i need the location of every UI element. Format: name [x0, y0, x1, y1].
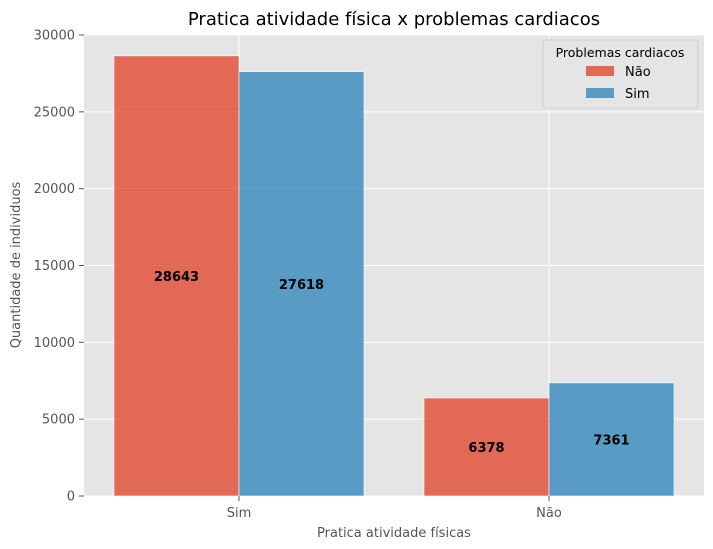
bar-sim-sim	[238, 71, 365, 497]
legend: Problemas cardiacos Não Sim	[542, 39, 699, 109]
bar-não-sim	[548, 382, 675, 497]
bar-value-labels: 28643 6378 27618 7361	[154, 270, 630, 456]
x-tick-label: Sim	[227, 506, 252, 521]
x-tick-label: Não	[536, 506, 562, 521]
legend-box	[542, 39, 699, 109]
bar-value-label: 6378	[468, 441, 504, 456]
x-axis-label: Pratica atividade físicas	[317, 526, 471, 541]
x-axis-ticks: Sim Não	[227, 496, 562, 521]
legend-title: Problemas cardiacos	[556, 45, 685, 60]
bars	[113, 55, 675, 497]
y-tick-label: 30000	[34, 29, 75, 44]
legend-items: Não Sim	[586, 65, 651, 102]
y-axis-ticks: 0 5000 10000 15000 20000 25000 30000	[34, 29, 84, 505]
bar-value-label: 7361	[593, 433, 629, 448]
legend-entry-label: Não	[625, 65, 651, 80]
legend-swatch	[586, 66, 614, 76]
y-tick-label: 0	[67, 490, 75, 505]
bar-sim-não	[113, 55, 240, 497]
legend-entry-label: Sim	[625, 87, 650, 102]
y-tick-label: 20000	[34, 182, 75, 197]
y-tick-label: 15000	[34, 259, 75, 274]
y-axis-label: Quantidade de individuos	[9, 181, 24, 348]
bar-não-não	[423, 397, 550, 497]
legend-swatch	[586, 88, 614, 98]
y-tick-label: 5000	[42, 413, 75, 428]
y-tick-label: 25000	[34, 105, 75, 120]
bar-value-label: 27618	[279, 278, 324, 293]
y-tick-label: 10000	[34, 336, 75, 351]
chart-title: Pratica atividade física x problemas car…	[188, 9, 600, 30]
bar-value-label: 28643	[154, 270, 199, 285]
